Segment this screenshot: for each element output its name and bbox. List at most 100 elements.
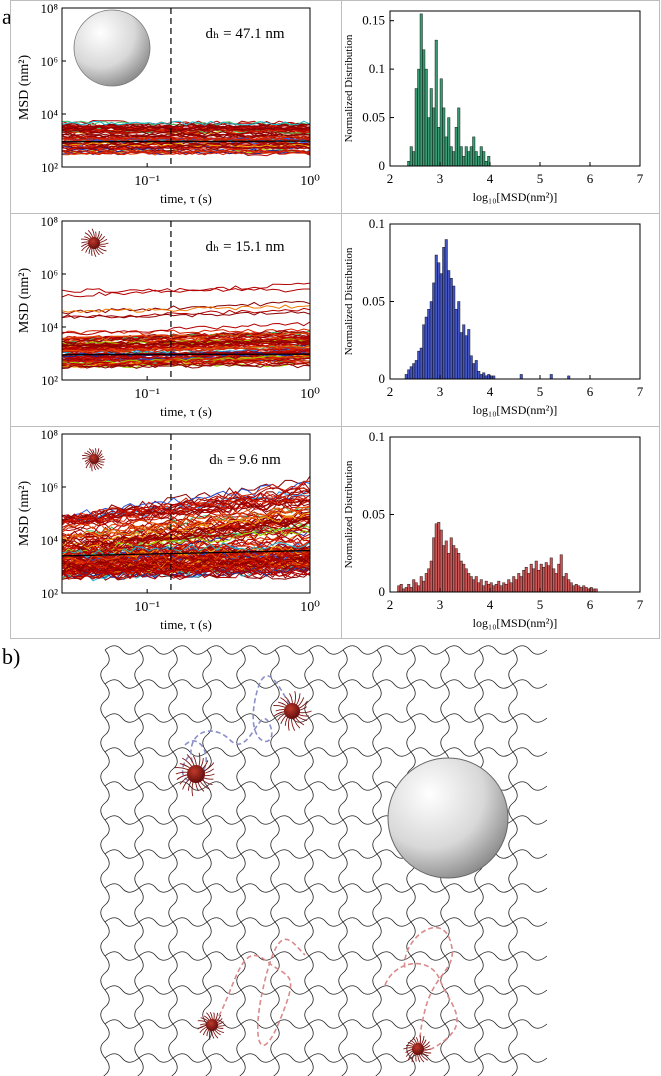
mean-line — [62, 353, 310, 356]
large-sphere-icon — [73, 9, 151, 87]
hist-ytick-label: 0.1 — [369, 61, 385, 76]
histogram-bar — [414, 88, 418, 167]
histogram-bar — [482, 151, 486, 167]
hairy-nanoparticle-icon — [273, 691, 312, 731]
msd-xlabel: time, τ (s) — [160, 191, 212, 206]
histogram-bar — [432, 107, 436, 167]
size-annotation: dₕ = 9.6 nm — [209, 452, 281, 468]
histogram-bar — [442, 247, 446, 380]
hist-xtick-label: 6 — [587, 171, 594, 186]
msd-trajectories-2 — [62, 282, 310, 369]
histogram-bar — [474, 576, 478, 593]
msd-xlabel: time, τ (s) — [160, 404, 212, 419]
msd-ylabel: MSD (nm²) — [17, 268, 32, 334]
histogram-bar — [467, 329, 471, 380]
histogram-bar — [439, 78, 443, 167]
histogram-bar — [464, 568, 468, 593]
histogram-bar — [474, 360, 478, 380]
histogram-bar — [477, 371, 481, 380]
panel-b-label: b) — [2, 644, 21, 669]
hairy-nanoparticle-icon — [80, 228, 109, 258]
histogram-bar — [439, 273, 443, 380]
hist-ytick-label: 0.1 — [369, 429, 385, 444]
msd-plot-1: 10² 10⁴ 10⁶ 10⁸ 10⁻¹ 10⁰ time, τ (s) MSD (nm²) d… — [17, 1, 320, 206]
histogram-bar — [482, 585, 486, 593]
size-annotation: dₕ = 47.1 nm — [205, 26, 284, 42]
msd-ytick-label: 10² — [41, 373, 58, 388]
histogram-bar — [502, 582, 506, 593]
msd-ytick-label: 10⁴ — [40, 533, 58, 548]
histogram-bar — [442, 545, 446, 593]
histogram-bar — [424, 573, 428, 593]
hist-xtick-label: 6 — [587, 384, 594, 399]
msd-xtick-label: 10⁰ — [300, 387, 320, 402]
hist-ytick-label: 0.05 — [362, 294, 385, 309]
histogram-bar — [409, 146, 413, 167]
histogram-bar — [427, 309, 431, 380]
msd-ytick-label: 10² — [41, 586, 58, 601]
histogram-bar — [519, 374, 523, 380]
histogram-bar — [544, 562, 548, 593]
histogram-bar — [517, 573, 521, 593]
histogram-bar — [549, 557, 553, 593]
histogram-bar — [479, 579, 483, 593]
histogram-bar — [469, 355, 473, 380]
msd-xtick-label: 10⁻¹ — [134, 600, 160, 615]
histogram-bar — [584, 587, 588, 593]
histogram-bar — [467, 151, 471, 167]
histogram-bar — [427, 568, 431, 593]
histogram-bar — [564, 573, 568, 593]
histogram-bar — [469, 146, 473, 167]
hist-ytick-label: 0 — [379, 371, 386, 386]
histogram-bar — [444, 540, 448, 593]
histogram-bar — [447, 270, 451, 380]
histogram-bar — [432, 282, 436, 380]
msd-trajectories-1 — [62, 119, 310, 157]
histogram-bar — [399, 584, 403, 593]
msd-ylabel: MSD (nm²) — [17, 55, 32, 121]
hairy-nanoparticle-icon — [82, 448, 106, 472]
histogram-bar — [429, 88, 433, 167]
hist-xtick-label: 7 — [637, 384, 644, 399]
hairy-nanoparticle-icon — [403, 1035, 432, 1063]
msd-xtick-label: 10⁻¹ — [134, 387, 160, 402]
hist-xtick-label: 2 — [387, 384, 394, 399]
histogram-bar — [437, 262, 441, 380]
histogram-bar — [572, 585, 576, 593]
histogram-bar — [422, 580, 426, 593]
histogram-bar — [429, 301, 433, 380]
histogram-bar — [457, 301, 461, 380]
hist-xtick-label: 7 — [637, 597, 644, 612]
histogram-bar — [467, 573, 471, 593]
histogram-bar — [582, 585, 586, 593]
histogram-bar — [407, 160, 411, 167]
large-sphere-icon — [387, 757, 509, 879]
hist-xlabel: log₁₀[MSD(nm²)] — [473, 190, 558, 204]
msd-ytick-label: 10⁶ — [40, 267, 58, 282]
histogram-bar — [579, 587, 583, 593]
hist-xlabel: log₁₀[MSD(nm²)] — [473, 403, 558, 417]
polymer-network — [100, 645, 548, 1076]
histogram-bar — [434, 39, 438, 167]
histogram-bar — [479, 146, 483, 167]
histogram-2: 0 0.05 0.1 2 3 4 5 6 7 log₁₀[MSD(nm²)] Normalized … — [343, 216, 644, 417]
histogram-bar — [527, 573, 531, 593]
msd-xtick-label: 10⁰ — [300, 600, 320, 615]
histogram-bar — [542, 567, 546, 593]
histogram-bar — [474, 151, 478, 167]
msd-axes-box — [61, 220, 311, 381]
hist-ylabel: Normalized Distribution — [343, 460, 355, 568]
histogram-bar — [417, 585, 421, 593]
histogram-bar — [514, 579, 518, 593]
histogram-bar — [524, 567, 528, 593]
hist-xtick-label: 3 — [437, 171, 444, 186]
histogram-bar — [562, 576, 566, 593]
histogram-bar — [427, 117, 431, 167]
histogram-1: 0 0.05 0.1 0.15 2 3 4 5 6 7 log₁₀[MSD(nm²)] Normali… — [343, 10, 644, 204]
hist-xtick-label: 4 — [487, 171, 494, 186]
histogram-bar — [412, 579, 416, 593]
msd-xlabel: time, τ (s) — [160, 617, 212, 632]
histogram-bar — [462, 324, 466, 380]
histogram-bar — [522, 570, 526, 593]
histogram-bar — [452, 545, 456, 593]
